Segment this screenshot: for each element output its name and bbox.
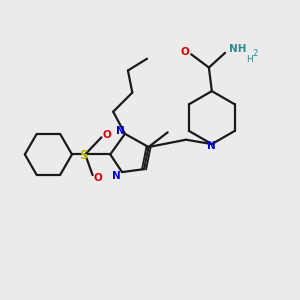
Text: 2: 2 bbox=[252, 49, 257, 58]
Text: N: N bbox=[116, 126, 125, 136]
Text: O: O bbox=[94, 173, 102, 183]
Text: O: O bbox=[102, 130, 111, 140]
Text: N: N bbox=[208, 142, 216, 152]
Text: S: S bbox=[80, 149, 88, 162]
Text: H: H bbox=[246, 55, 253, 64]
Text: N: N bbox=[112, 171, 121, 181]
Text: NH: NH bbox=[229, 44, 246, 54]
Text: O: O bbox=[180, 47, 189, 57]
